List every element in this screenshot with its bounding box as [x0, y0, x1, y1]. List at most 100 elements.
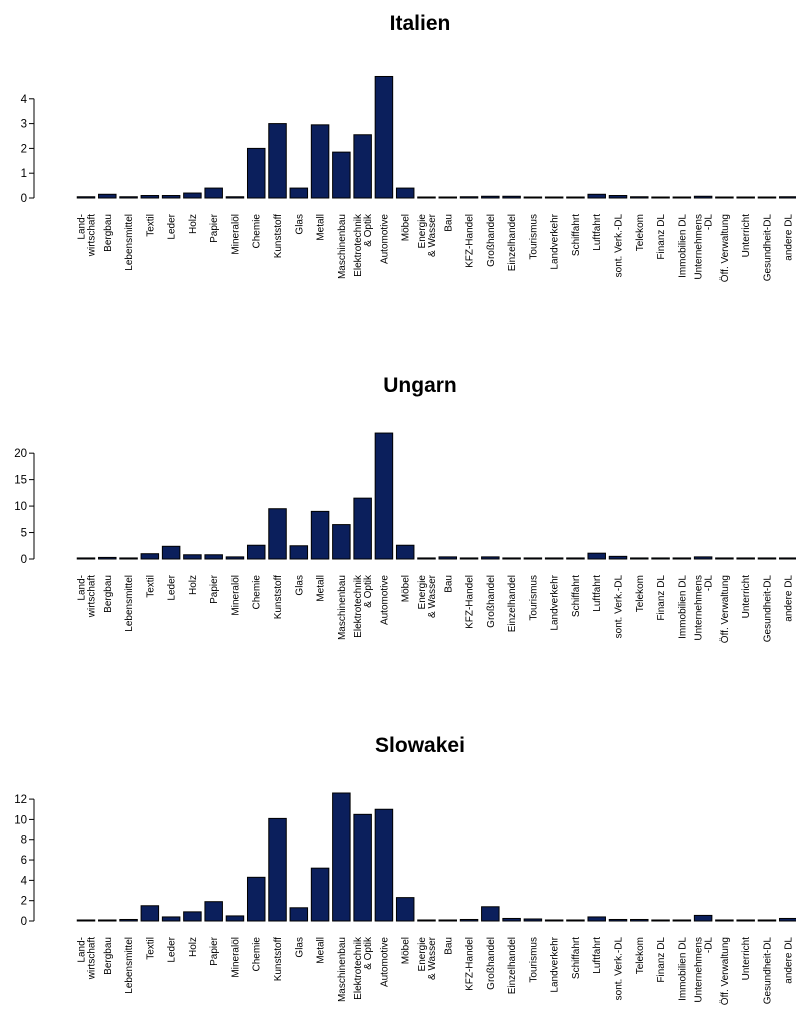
bar [268, 817, 287, 922]
category-label: Finanz DL [656, 937, 667, 983]
bar [459, 196, 479, 199]
bar [566, 919, 585, 922]
bar [736, 196, 755, 199]
category-label: Textil [145, 937, 156, 960]
bar [651, 919, 670, 922]
category-label: -DL [704, 575, 715, 592]
chart-title: Slowakei [375, 734, 465, 757]
category-label: & Optik [363, 213, 374, 247]
bar [523, 557, 543, 560]
bar [161, 195, 181, 199]
y-tick-label: 4 [21, 94, 28, 106]
category-label: & Optik [363, 936, 374, 970]
bar [289, 907, 309, 922]
category-label: Unterricht [741, 937, 752, 981]
category-label: Öff. Verwaltung [719, 214, 731, 282]
bar [459, 557, 479, 560]
category-label: Tourismus [528, 575, 539, 621]
bar [693, 914, 713, 922]
y-tick-label: 8 [21, 835, 27, 847]
category-label: Papier [209, 213, 220, 243]
y-tick-label: 12 [14, 794, 27, 806]
category-label: & Wasser [427, 574, 438, 618]
bar [204, 187, 223, 199]
bar [630, 918, 649, 922]
category-label: Leder [167, 213, 178, 239]
bar [587, 552, 606, 560]
category-label: Möbel [401, 214, 412, 241]
bar [161, 545, 181, 560]
category-label: Telekom [635, 575, 646, 612]
bar [395, 897, 415, 922]
bar [438, 556, 458, 560]
category-label: Möbel [401, 575, 412, 602]
bar [98, 919, 117, 922]
y-tick-label: 15 [14, 475, 27, 487]
bar [778, 557, 796, 560]
bar [417, 919, 436, 922]
bar [374, 432, 394, 560]
bar [246, 544, 266, 560]
bar [651, 196, 670, 199]
category-label: Tourismus [528, 214, 539, 260]
y-tick-label: 10 [14, 501, 27, 513]
category-label: Land- [77, 575, 88, 601]
category-label: Gesundheit-DL [762, 214, 773, 282]
bar [651, 557, 670, 560]
category-label: Kunststoff [273, 214, 284, 259]
bar [332, 524, 351, 560]
bar [332, 151, 351, 199]
bar [225, 196, 245, 199]
category-label: Einzelhandel [507, 575, 518, 632]
category-label: Landverkehr [550, 936, 561, 992]
category-label: Glas [294, 214, 305, 235]
bar [481, 906, 500, 922]
category-label: KFZ-Handel [465, 575, 476, 629]
category-label: Bergbau [103, 214, 114, 252]
bar [76, 557, 96, 560]
bar [587, 193, 606, 199]
bar [119, 196, 138, 199]
y-tick-label: 4 [21, 875, 28, 887]
bar [544, 196, 564, 199]
bar [587, 916, 606, 922]
bar [183, 911, 202, 922]
category-label: Leder [167, 574, 178, 600]
bar [119, 557, 138, 560]
category-label: Gesundheit-DL [762, 937, 773, 1005]
category-label: Automotive [379, 937, 390, 987]
category-label: wirtschaft [87, 214, 98, 257]
category-label: Mineralöl [230, 214, 241, 255]
category-label: Lebensmittel [124, 937, 135, 994]
category-label: Chemie [252, 575, 263, 610]
category-label: Landverkehr [550, 574, 561, 630]
bar [289, 187, 309, 199]
category-label: Textil [145, 575, 156, 598]
category-label: Mineralöl [230, 937, 241, 978]
bar [374, 808, 394, 922]
chart-title: Ungarn [383, 374, 457, 397]
y-tick-label: 0 [21, 916, 27, 928]
bar [693, 195, 713, 199]
category-label: Finanz DL [656, 575, 667, 621]
bar [502, 195, 521, 199]
category-label: -DL [704, 214, 715, 231]
bar [98, 556, 117, 560]
category-label: Bergbau [103, 937, 114, 975]
category-label: Holz [188, 214, 199, 234]
category-label: Holz [188, 575, 199, 595]
category-label: Landverkehr [550, 213, 561, 269]
category-label: Schiffahrt [571, 575, 582, 617]
bar [715, 196, 734, 199]
bar [395, 544, 415, 560]
category-label: Möbel [401, 937, 412, 964]
bar [566, 196, 585, 199]
chart-title: Italien [390, 12, 451, 35]
y-tick-label: 5 [21, 528, 27, 540]
bar [119, 918, 138, 922]
category-label: sont. Verk.-DL [614, 575, 625, 639]
category-label: Automotive [379, 214, 390, 264]
bar [608, 195, 628, 199]
category-label: Textil [145, 214, 156, 237]
